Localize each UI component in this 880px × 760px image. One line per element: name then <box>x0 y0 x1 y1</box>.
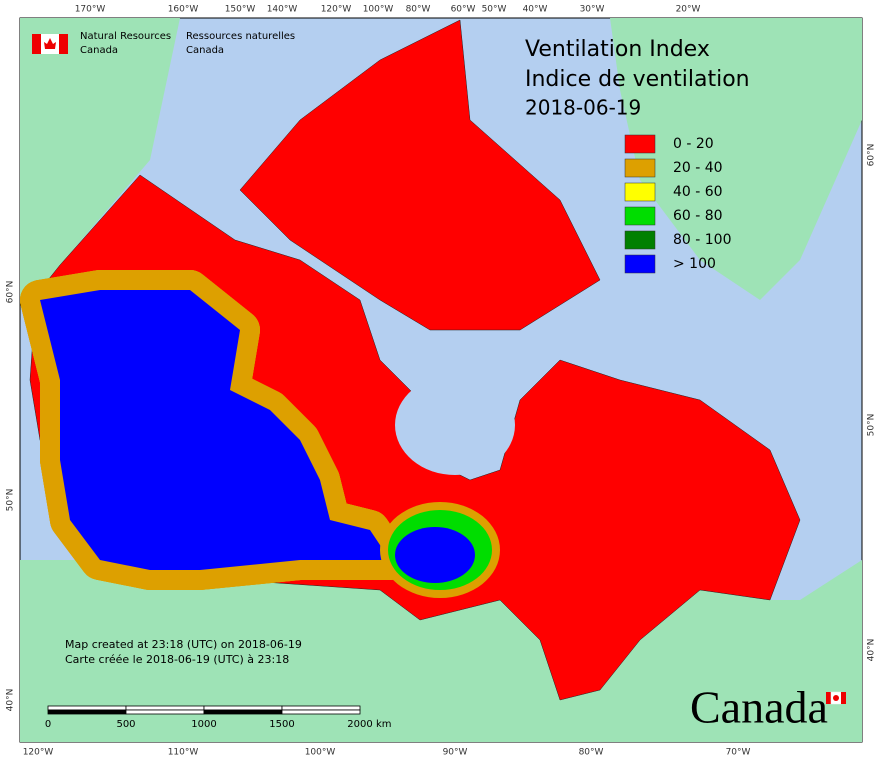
legend-label: 20 - 40 <box>673 160 723 176</box>
longitude-label: 100°W <box>305 748 336 758</box>
note: Map created at 23:18 (UTC) on 2018-06-19 <box>65 638 302 651</box>
latitude-label: 50°N <box>6 489 16 512</box>
latitude-label: 40°N <box>867 639 877 662</box>
longitude-label: 120°W <box>321 5 352 15</box>
scale-bar-label: 0 <box>45 719 51 730</box>
longitude-label: 140°W <box>267 5 298 15</box>
legend-label: > 100 <box>673 256 716 272</box>
longitude-label: 80°W <box>406 5 431 15</box>
scale-bar-segment <box>47 709 127 715</box>
longitude-label: 110°W <box>168 748 199 758</box>
wordmark-flag <box>826 691 846 705</box>
legend-swatch <box>624 206 656 226</box>
legend-label: 0 - 20 <box>673 136 714 152</box>
org-en: Natural Resources <box>80 31 171 42</box>
longitude-label: 80°W <box>579 748 604 758</box>
longitude-label: 30°W <box>580 5 605 15</box>
land <box>20 18 862 742</box>
longitude-label: 170°W <box>75 5 106 15</box>
scale-bar-segment <box>125 705 205 711</box>
title: Ventilation Index <box>525 37 710 62</box>
latitude-label: 40°N <box>6 689 16 712</box>
title: Indice de ventilation <box>525 67 750 92</box>
longitude-label: 120°W <box>23 748 54 758</box>
longitude-label: 70°W <box>726 748 751 758</box>
legend-label: 80 - 100 <box>673 232 732 248</box>
scale-bar-label: 1500 <box>269 719 294 730</box>
nrcan-logo <box>32 34 68 54</box>
longitude-label: 90°W <box>443 748 468 758</box>
longitude-label: 20°W <box>676 5 701 15</box>
scale-bar-segment <box>125 709 205 715</box>
wordmark: Canada <box>690 682 828 733</box>
legend-label: 60 - 80 <box>673 208 723 224</box>
org-fr: Canada <box>186 45 224 56</box>
scale-bar-label: 1000 <box>191 719 216 730</box>
scale-bar-segment <box>203 705 283 711</box>
scale-bar-label: 2000 <box>347 719 372 730</box>
scale-bar-segment <box>281 705 361 711</box>
scale-bar-unit: km <box>376 719 392 730</box>
org-en: Canada <box>80 45 118 56</box>
latitude-label: 60°N <box>867 144 877 167</box>
legend-label: 40 - 60 <box>673 184 723 200</box>
legend-swatch <box>624 158 656 178</box>
scale-bar-segment <box>203 709 283 715</box>
scale-bar-segment <box>281 709 361 715</box>
scale-bar-label: 500 <box>116 719 135 730</box>
scale-bar-segment <box>47 705 127 711</box>
longitude-label: 40°W <box>523 5 548 15</box>
longitude-label: 100°W <box>363 5 394 15</box>
title-date: 2018-06-19 <box>525 96 641 120</box>
legend-swatch <box>624 230 656 250</box>
longitude-label: 50°W <box>482 5 507 15</box>
longitude-label: 60°W <box>451 5 476 15</box>
org-fr: Ressources naturelles <box>186 31 295 42</box>
legend-swatch <box>624 254 656 274</box>
legend-swatch <box>624 134 656 154</box>
latitude-label: 60°N <box>6 281 16 304</box>
latitude-label: 50°N <box>867 414 877 437</box>
note: Carte créée le 2018-06-19 (UTC) à 23:18 <box>65 653 289 666</box>
legend-swatch <box>624 182 656 202</box>
longitude-label: 150°W <box>225 5 256 15</box>
longitude-label: 160°W <box>168 5 199 15</box>
